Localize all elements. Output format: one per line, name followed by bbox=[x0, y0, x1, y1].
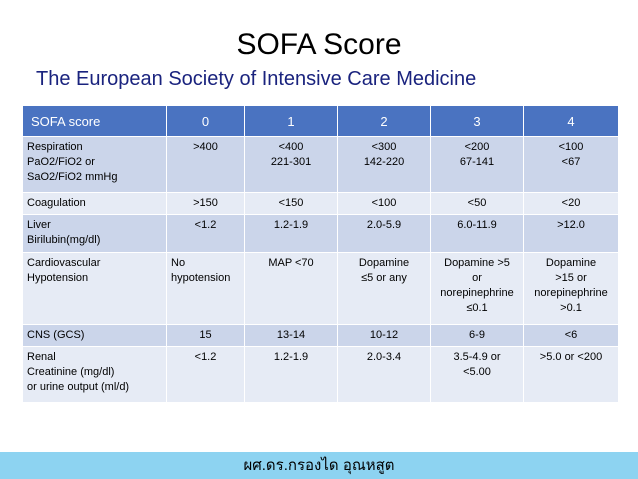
table-cell: 2.0-5.9 bbox=[337, 214, 431, 253]
header-cell: 1 bbox=[244, 105, 338, 137]
author-footer: ผศ.ดร.กรองได อุณหสูต bbox=[0, 452, 638, 479]
header-cell: 3 bbox=[430, 105, 524, 137]
table-cell: 2.0-3.4 bbox=[337, 346, 431, 403]
table-cell: Dopamine ≤5 or any bbox=[337, 252, 431, 325]
table-cell: <300 142-220 bbox=[337, 136, 431, 193]
table-cell: >150 bbox=[166, 192, 245, 215]
header-cell: 0 bbox=[166, 105, 245, 137]
table-row: CNS (GCS) 15 13-14 10-12 6-9 <6 bbox=[22, 324, 619, 347]
table-cell: 6-9 bbox=[430, 324, 524, 347]
table-row: Renal Creatinine (mg/dl) or urine output… bbox=[22, 346, 619, 403]
row-label: Coagulation bbox=[22, 192, 167, 215]
table-cell: 10-12 bbox=[337, 324, 431, 347]
table-cell: 1.2-1.9 bbox=[244, 214, 338, 253]
table-cell: <1.2 bbox=[166, 214, 245, 253]
row-label-line: Liver bbox=[27, 219, 51, 231]
row-label-line: Renal bbox=[27, 351, 56, 363]
header-cell: SOFA score bbox=[22, 105, 167, 137]
table-cell: 3.5-4.9 or <5.00 bbox=[430, 346, 524, 403]
table-cell: <100 <67 bbox=[523, 136, 619, 193]
row-label-line: Birilubin(mg/dl) bbox=[27, 234, 101, 246]
table-cell: >5.0 or <200 bbox=[523, 346, 619, 403]
table-cell: >400 bbox=[166, 136, 245, 193]
table-row: Cardiovascular Hypotension No hypotensio… bbox=[22, 252, 619, 325]
table-cell: Dopamine >5 or norepinephrine ≤0.1 bbox=[430, 252, 524, 325]
row-label: Renal Creatinine (mg/dl) or urine output… bbox=[22, 346, 167, 403]
table-cell: 1.2-1.9 bbox=[244, 346, 338, 403]
row-label-line: Creatinine (mg/dl) bbox=[27, 366, 115, 378]
table-cell: <50 bbox=[430, 192, 524, 215]
table-cell: MAP <70 bbox=[244, 252, 338, 325]
table-cell: <20 bbox=[523, 192, 619, 215]
row-label-line: Coagulation bbox=[27, 197, 86, 209]
row-label-line: Cardiovascular bbox=[27, 257, 101, 269]
table-cell: >12.0 bbox=[523, 214, 619, 253]
row-label: Liver Birilubin(mg/dl) bbox=[22, 214, 167, 253]
table-cell: No hypotension bbox=[166, 252, 245, 325]
row-label-line: Respiration bbox=[27, 141, 83, 153]
table-cell: <6 bbox=[523, 324, 619, 347]
table-row: Coagulation >150 <150 <100 <50 <20 bbox=[22, 192, 619, 215]
row-label: Cardiovascular Hypotension bbox=[22, 252, 167, 325]
table-cell: <200 67-141 bbox=[430, 136, 524, 193]
row-label-line: or urine output (ml/d) bbox=[27, 381, 130, 393]
table-cell: 15 bbox=[166, 324, 245, 347]
header-cell: 4 bbox=[523, 105, 619, 137]
table-cell: <100 bbox=[337, 192, 431, 215]
row-label-line: Hypotension bbox=[27, 272, 89, 284]
table-cell: Dopamine >15 or norepinephrine >0.1 bbox=[523, 252, 619, 325]
row-label: CNS (GCS) bbox=[22, 324, 167, 347]
header-cell: 2 bbox=[337, 105, 431, 137]
table-cell: <400 221-301 bbox=[244, 136, 338, 193]
table-cell: 6.0-11.9 bbox=[430, 214, 524, 253]
table-cell: <150 bbox=[244, 192, 338, 215]
row-label-line: SaO2/FiO2 mmHg bbox=[27, 171, 118, 183]
row-label: Respiration PaO2/FiO2 or SaO2/FiO2 mmHg bbox=[22, 136, 167, 193]
table-row: Respiration PaO2/FiO2 or SaO2/FiO2 mmHg … bbox=[22, 136, 619, 193]
table-row: Liver Birilubin(mg/dl) <1.2 1.2-1.9 2.0-… bbox=[22, 214, 619, 253]
page-subtitle: The European Society of Intensive Care M… bbox=[36, 68, 477, 90]
table-header-row: SOFA score 0 1 2 3 4 bbox=[22, 105, 619, 137]
row-label-line: PaO2/FiO2 or bbox=[27, 156, 95, 168]
table-cell: 13-14 bbox=[244, 324, 338, 347]
page-title: SOFA Score bbox=[236, 28, 402, 61]
row-label-line: CNS (GCS) bbox=[27, 329, 85, 341]
sofa-table: SOFA score 0 1 2 3 4 Respiration PaO2/Fi… bbox=[22, 105, 619, 403]
table-cell: <1.2 bbox=[166, 346, 245, 403]
